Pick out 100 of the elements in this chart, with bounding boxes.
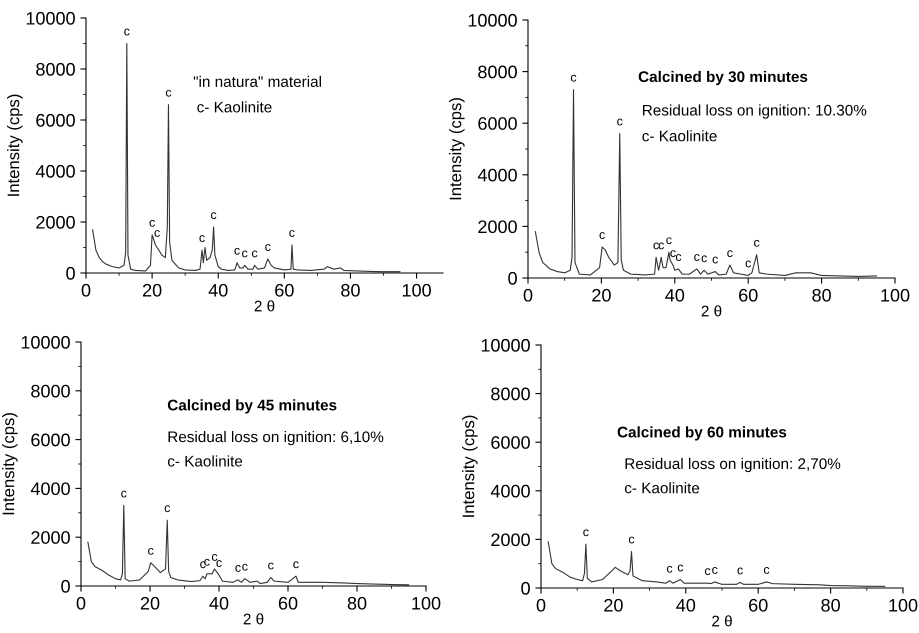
x-tick-label: 0 xyxy=(82,284,90,297)
y-tick-label: 8000 xyxy=(36,62,75,76)
annotation: c xyxy=(658,242,664,250)
annotation: c xyxy=(212,554,218,561)
annotation: c xyxy=(678,564,684,572)
annotation: c xyxy=(583,529,589,536)
annotation: c xyxy=(617,118,623,126)
annotation: c xyxy=(216,560,222,567)
y-tick-label: 8000 xyxy=(31,384,70,398)
annotation: Residual loss on ignition: 10.30% xyxy=(643,104,866,119)
y-tick-label: 8000 xyxy=(491,388,530,400)
y-axis-title: Intensity (cps) xyxy=(7,94,23,196)
x-tick-label: 40 xyxy=(208,284,228,297)
annotation: c xyxy=(666,566,672,573)
annotation: c xyxy=(234,248,240,255)
x-tick-label: 20 xyxy=(142,284,162,297)
y-tick-label: 4000 xyxy=(478,168,517,182)
annotation: c xyxy=(702,255,707,262)
annotation: c xyxy=(268,562,274,570)
x-tick-label: 100 xyxy=(402,284,431,297)
x-tick-label: 0 xyxy=(76,596,86,610)
y-tick-label: 8000 xyxy=(478,66,517,78)
annotation: c xyxy=(670,250,676,258)
x-tick-label: 60 xyxy=(278,596,298,610)
annotation: c- Kaolinite xyxy=(624,482,700,494)
annotation: c xyxy=(653,242,659,250)
annotation: c xyxy=(211,212,216,220)
annotation: c xyxy=(600,232,605,240)
annotation: c xyxy=(727,250,733,258)
line-series xyxy=(534,89,878,278)
x-tick-label: 60 xyxy=(739,288,758,302)
annotation: c xyxy=(124,28,130,36)
x-tick-label: 80 xyxy=(812,288,831,302)
y-tick-label: 0 xyxy=(521,582,530,595)
annotation: c xyxy=(712,256,718,264)
y-tick-label: 6000 xyxy=(478,117,517,130)
annotation: c xyxy=(242,564,248,571)
text: Calcined by 30 minutes xyxy=(638,70,808,86)
text: Calcined by 45 minutes xyxy=(168,399,336,414)
y-tick-label: 10000 xyxy=(482,338,530,352)
annotation: c xyxy=(204,558,210,566)
line-series xyxy=(87,504,410,586)
annotation: c xyxy=(676,254,682,261)
annotation: c xyxy=(694,254,700,261)
y-tick-label: 6000 xyxy=(36,114,75,127)
annotation: Residual loss on ignition: 2,70% xyxy=(626,458,840,472)
y-tick-label: 2000 xyxy=(36,216,75,229)
y-tick-label: 2000 xyxy=(31,531,70,544)
x-axis-title: 2 θ xyxy=(254,300,274,312)
annotation: c xyxy=(154,230,160,237)
annotation: c xyxy=(570,74,576,82)
annotation: c xyxy=(704,568,710,576)
annotation: c xyxy=(628,536,634,544)
x-tick-label: 60 xyxy=(275,284,294,297)
y-tick-label: 10000 xyxy=(22,336,70,349)
y-tick-label: 0 xyxy=(508,272,517,285)
annotation: c xyxy=(148,548,154,555)
y-tick-label: 2000 xyxy=(491,533,530,546)
annotation: c xyxy=(738,568,743,574)
annotation: c- Kaolinite xyxy=(168,455,242,467)
x-tick-label: 20 xyxy=(592,288,611,302)
annotation: c xyxy=(150,220,155,227)
x-tick-label: 60 xyxy=(749,598,768,612)
annotation: c xyxy=(242,250,248,258)
y-axis-title: Intensity (cps) xyxy=(462,416,478,517)
annotation: c xyxy=(746,260,751,268)
y-tick-label: 4000 xyxy=(36,164,75,178)
annotation: c xyxy=(712,567,718,574)
line-series xyxy=(92,42,401,272)
annotation: c xyxy=(666,237,672,244)
annotation: Residual loss on ignition: 6,10% xyxy=(168,430,384,446)
annotation: c xyxy=(289,230,295,237)
x-tick-label: 80 xyxy=(821,598,840,612)
y-tick-label: 6000 xyxy=(491,436,530,449)
annotation: c xyxy=(166,90,172,97)
y-axis-title: Intensity (cps) xyxy=(2,413,18,514)
x-tick-label: 100 xyxy=(889,598,918,612)
annotation: c xyxy=(293,561,299,568)
x-tick-label: 0 xyxy=(536,598,546,612)
y-tick-label: 4000 xyxy=(490,484,530,498)
y-tick-label: 6000 xyxy=(31,434,70,446)
x-tick-label: 100 xyxy=(412,596,440,610)
x-axis-title: 2 θ xyxy=(244,613,264,624)
annotation: c xyxy=(121,490,127,498)
y-tick-label: 10000 xyxy=(468,14,517,27)
x-tick-label: 80 xyxy=(341,284,360,297)
annotation: c xyxy=(754,240,760,247)
x-axis-title: 2 θ xyxy=(702,305,722,316)
x-tick-label: 20 xyxy=(604,598,623,612)
x-tick-label: 80 xyxy=(348,596,366,610)
y-tick-label: 10000 xyxy=(26,12,75,25)
x-axis-title: 2 θ xyxy=(712,615,732,626)
x-tick-label: 20 xyxy=(140,596,160,610)
annotation: c xyxy=(235,565,241,572)
annotation: c xyxy=(265,244,271,251)
text: Calcined by 60 minutes xyxy=(618,426,786,441)
y-axis-title: Intensity (cps) xyxy=(449,98,465,200)
annotation: c- Kaolinite xyxy=(642,130,717,142)
annotation: c xyxy=(199,235,205,242)
annotation: c- Kaolinite xyxy=(197,101,272,112)
